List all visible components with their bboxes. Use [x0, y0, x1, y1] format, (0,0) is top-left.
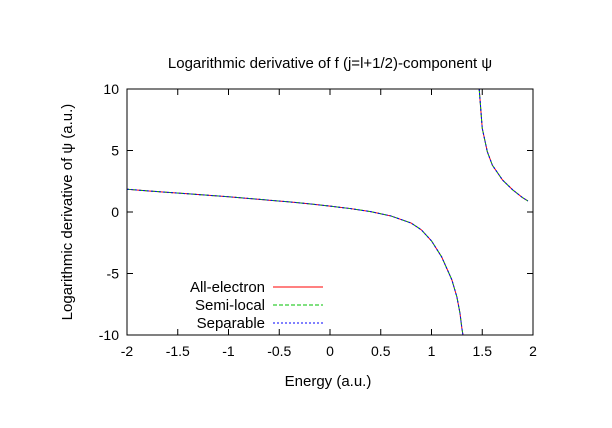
legend-label: Semi-local	[195, 297, 265, 314]
x-tick-label: 1.5	[473, 343, 493, 359]
y-tick-label: -5	[107, 266, 120, 282]
x-tick-label: -2	[121, 343, 134, 359]
chart-title: Logarithmic derivative of f (j=l+1/2)-co…	[168, 55, 492, 72]
series-line-1	[478, 89, 529, 202]
ticks-layer: -2 -1.5 -1 -0.5 0 0.5 1 1.5 2 -10 -5 0 5 10	[99, 81, 537, 359]
y-tick-label: 0	[111, 204, 119, 220]
y-axis-label: Logarithmic derivative of ψ (a.u.)	[59, 104, 76, 321]
y-tick-label: 5	[111, 143, 119, 159]
x-tick-label: -1.5	[166, 343, 190, 359]
series-line-1	[127, 188, 464, 335]
x-axis-label: Energy (a.u.)	[285, 373, 372, 390]
x-tick-label: -1	[222, 343, 235, 359]
x-tick-label: -0.5	[267, 343, 291, 359]
series-layer	[127, 89, 529, 335]
x-tick-label: 0	[326, 343, 334, 359]
series-line-2	[478, 89, 529, 202]
y-tick-label: -10	[99, 327, 119, 343]
plot-frame	[126, 88, 534, 336]
x-tick-label: 1	[428, 343, 436, 359]
y-tick-label: 10	[103, 81, 119, 97]
x-tick-label: 2	[529, 343, 537, 359]
series-line-2	[127, 188, 464, 335]
x-tick-label: 0.5	[371, 343, 391, 359]
series-line-3	[478, 89, 529, 202]
legend-label: Separable	[197, 315, 265, 332]
legend-label: All-electron	[190, 279, 265, 296]
series-line-3	[127, 188, 464, 335]
